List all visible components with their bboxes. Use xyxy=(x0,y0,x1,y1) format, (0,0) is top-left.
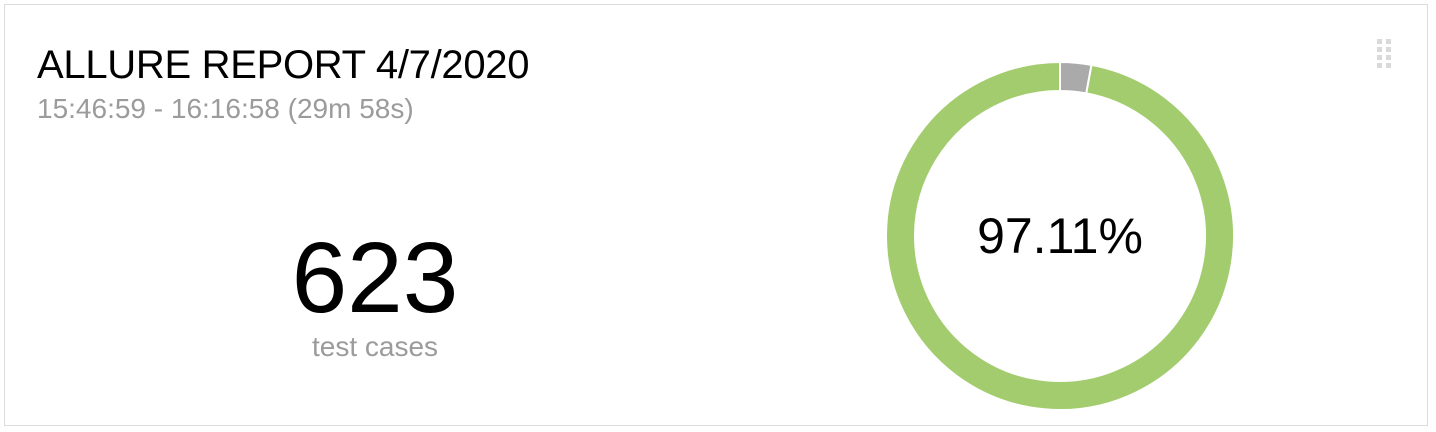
report-summary-widget: ALLURE REPORT 4/7/2020 15:46:59 - 16:16:… xyxy=(4,4,1428,426)
test-count-label: test cases xyxy=(311,331,439,362)
report-title: ALLURE REPORT 4/7/2020 xyxy=(37,43,530,87)
donut-slice-passed xyxy=(885,60,1235,411)
report-time-range: 15:46:59 - 16:16:58 (29m 58s) xyxy=(37,93,414,124)
test-count-block: 623 test cases xyxy=(185,223,565,363)
success-rate-donut-chart: 97.11% xyxy=(885,60,1235,411)
donut-svg xyxy=(885,60,1235,411)
donut-slice-other xyxy=(1059,60,1093,95)
grip-dots-icon[interactable] xyxy=(1375,37,1395,75)
test-count-value: 623 xyxy=(291,222,459,334)
